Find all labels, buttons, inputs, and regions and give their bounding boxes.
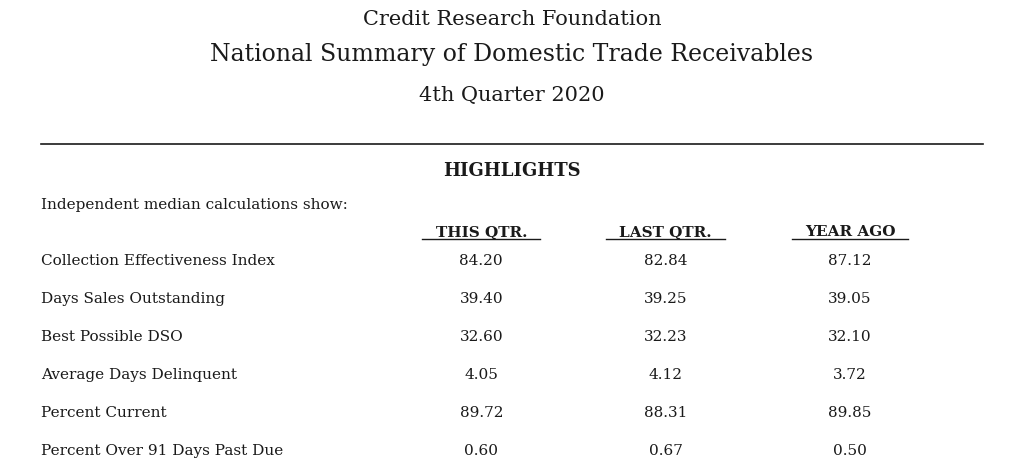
Text: YEAR AGO: YEAR AGO (805, 225, 895, 239)
Text: 4th Quarter 2020: 4th Quarter 2020 (419, 86, 605, 105)
Text: Days Sales Outstanding: Days Sales Outstanding (41, 292, 225, 306)
Text: Best Possible DSO: Best Possible DSO (41, 330, 182, 344)
Text: 32.23: 32.23 (644, 330, 687, 344)
Text: Collection Effectiveness Index: Collection Effectiveness Index (41, 254, 274, 268)
Text: 88.31: 88.31 (644, 407, 687, 420)
Text: 39.40: 39.40 (460, 292, 503, 306)
Text: 32.10: 32.10 (828, 330, 871, 344)
Text: 39.25: 39.25 (644, 292, 687, 306)
Text: Percent Current: Percent Current (41, 407, 167, 420)
Text: HIGHLIGHTS: HIGHLIGHTS (443, 162, 581, 180)
Text: 0.60: 0.60 (464, 445, 499, 458)
Text: Percent Over 91 Days Past Due: Percent Over 91 Days Past Due (41, 445, 284, 458)
Text: 89.72: 89.72 (460, 407, 503, 420)
Text: Credit Research Foundation: Credit Research Foundation (362, 10, 662, 29)
Text: 84.20: 84.20 (460, 254, 503, 268)
Text: National Summary of Domestic Trade Receivables: National Summary of Domestic Trade Recei… (211, 43, 813, 66)
Text: 32.60: 32.60 (460, 330, 503, 344)
Text: THIS QTR.: THIS QTR. (435, 225, 527, 239)
Text: 4.12: 4.12 (648, 369, 683, 382)
Text: 0.50: 0.50 (833, 445, 867, 458)
Text: 82.84: 82.84 (644, 254, 687, 268)
Text: 4.05: 4.05 (464, 369, 499, 382)
Text: 87.12: 87.12 (828, 254, 871, 268)
Text: 89.85: 89.85 (828, 407, 871, 420)
Text: 3.72: 3.72 (834, 369, 866, 382)
Text: 39.05: 39.05 (828, 292, 871, 306)
Text: LAST QTR.: LAST QTR. (620, 225, 712, 239)
Text: 0.67: 0.67 (648, 445, 683, 458)
Text: Average Days Delinquent: Average Days Delinquent (41, 369, 237, 382)
Text: Independent median calculations show:: Independent median calculations show: (41, 198, 348, 212)
